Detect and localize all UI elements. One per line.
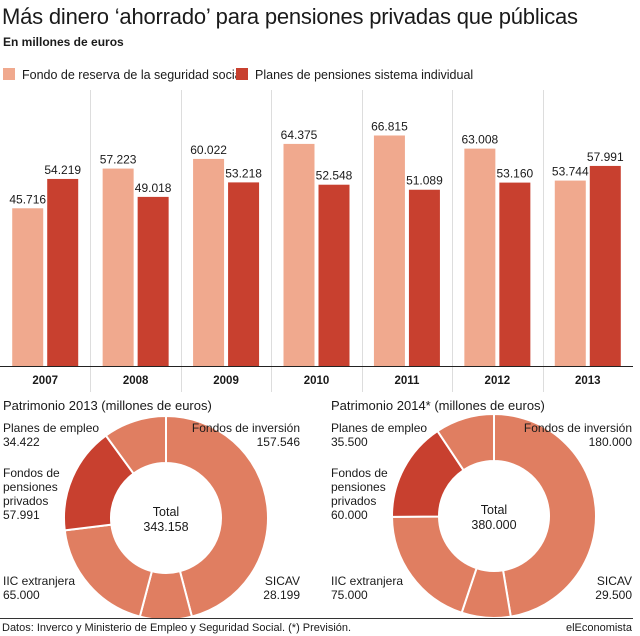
label-2014-fondos-pensiones: Fondos de pensiones privados 60.000 xyxy=(331,466,388,522)
slice-2014-fondos-de-inversi-n xyxy=(493,412,597,618)
donut-2014-total-label: Total xyxy=(481,503,507,517)
bar-fondo-reserva-2009 xyxy=(193,158,225,366)
label-2014-planes-empleo-value: 35.500 xyxy=(331,435,368,449)
label-2013-sicav-value: 28.199 xyxy=(263,588,300,602)
label-2013-fondos-inversion-value: 157.546 xyxy=(256,435,300,449)
x-tick-label-2010: 2010 xyxy=(304,375,330,387)
label-2014-sicav: SICAV 29.500 xyxy=(530,574,632,602)
bar-planes-pensiones-2012 xyxy=(499,182,531,366)
x-tick-label-2009: 2009 xyxy=(213,375,239,387)
data-label-fondo-reserva-2007: 45.716 xyxy=(9,192,46,206)
data-label-fondo-reserva-2011: 66.815 xyxy=(371,119,408,133)
donut-2013-title: Patrimonio 2013 (millones de euros) xyxy=(3,398,212,413)
data-label-fondo-reserva-2013: 53.744 xyxy=(552,165,589,179)
label-2013-sicav: SICAV 28.199 xyxy=(200,574,300,602)
label-2014-fp-l2: pensiones xyxy=(331,480,386,494)
slice-2014-iic-extranjera xyxy=(390,515,478,615)
data-label-planes-pensiones-2009: 53.218 xyxy=(225,166,262,180)
label-2014-fondos-inversion-name: Fondos de inversión xyxy=(523,421,632,435)
label-2013-fondos-inversion-name: Fondos de inversión xyxy=(191,421,300,435)
label-2014-iic: IIC extranjera 75.000 xyxy=(331,574,403,602)
data-label-planes-pensiones-2010: 52.548 xyxy=(316,169,353,183)
label-2014-fp-l3: privados xyxy=(331,494,377,508)
label-2013-iic-name: IIC extranjera xyxy=(3,574,76,588)
label-2013-fp-l2: pensiones xyxy=(3,480,58,494)
label-2014-sicav-name: SICAV xyxy=(596,574,632,588)
label-2013-planes-empleo-value: 34.422 xyxy=(3,435,40,449)
label-2014-sicav-value: 29.500 xyxy=(595,588,632,602)
x-tick-label-2013: 2013 xyxy=(575,375,601,387)
bar-planes-pensiones-2010 xyxy=(318,184,350,366)
x-tick-label-2012: 2012 xyxy=(485,375,511,387)
label-2013-planes-empleo: Planes de empleo 34.422 xyxy=(3,421,99,449)
data-label-planes-pensiones-2008: 49.018 xyxy=(135,181,172,195)
donut-2013-total-value: 343.158 xyxy=(143,520,188,534)
bar-fondo-reserva-2007 xyxy=(12,208,44,366)
bar-fondo-reserva-2008 xyxy=(102,168,134,366)
page-title: Más dinero ‘ahorrado’ para pensiones pri… xyxy=(2,4,578,29)
slice-2013-fondos-de-inversi-n xyxy=(165,414,269,618)
page-subtitle: En millones de euros xyxy=(3,35,124,49)
bar-fondo-reserva-2012 xyxy=(464,148,496,366)
x-tick-label-2011: 2011 xyxy=(394,375,420,387)
legend-item-fondo-reserva: Fondo de reserva de la seguridad social xyxy=(3,68,244,82)
label-2013-fp-l3: privados xyxy=(3,494,49,508)
data-label-fondo-reserva-2010: 64.375 xyxy=(281,128,318,142)
label-2014-planes-empleo: Planes de empleo 35.500 xyxy=(331,421,427,449)
data-label-planes-pensiones-2007: 54.219 xyxy=(44,163,81,177)
label-2013-fp-l1: Fondos de xyxy=(3,466,60,480)
label-2013-sicav-name: SICAV xyxy=(264,574,300,588)
bar-planes-pensiones-2008 xyxy=(137,196,169,366)
legend-swatch-planes-pensiones xyxy=(236,68,248,80)
data-label-planes-pensiones-2012: 53.160 xyxy=(497,167,534,181)
legend-item-planes-pensiones: Planes de pensiones sistema individual xyxy=(236,68,473,82)
footer-rule xyxy=(0,618,633,619)
donut-2014-title: Patrimonio 2014* (millones de euros) xyxy=(331,398,545,413)
data-label-fondo-reserva-2012: 63.008 xyxy=(462,133,499,147)
label-2014-iic-name: IIC extranjera xyxy=(331,574,404,588)
label-2014-fp-l1: Fondos de xyxy=(331,466,388,480)
legend-label-planes-pensiones: Planes de pensiones sistema individual xyxy=(255,68,474,82)
data-label-fondo-reserva-2008: 57.223 xyxy=(100,153,137,167)
label-2013-fondos-inversion: Fondos de inversión 157.546 xyxy=(180,421,300,449)
x-tick-label-2008: 2008 xyxy=(123,375,149,387)
bar-chart: 45.716 54.219 2007 57.223 49.018 2008 60.022 53… xyxy=(0,90,633,392)
label-2013-fondos-pensiones: Fondos de pensiones privados 57.991 xyxy=(3,466,60,522)
donut-2014-total-value: 380.000 xyxy=(471,518,516,532)
legend-label-fondo-reserva: Fondo de reserva de la seguridad social xyxy=(22,68,245,82)
data-label-fondo-reserva-2009: 60.022 xyxy=(190,143,227,157)
label-2013-fp-value: 57.991 xyxy=(3,508,40,522)
bar-planes-pensiones-2013 xyxy=(589,165,621,366)
data-label-planes-pensiones-2013: 57.991 xyxy=(587,150,624,164)
label-2014-fondos-inversion-value: 180.000 xyxy=(588,435,632,449)
legend-swatch-fondo-reserva xyxy=(3,68,15,80)
bar-fondo-reserva-2011 xyxy=(373,135,405,366)
bar-fondo-reserva-2013 xyxy=(554,180,586,366)
label-2013-planes-empleo-name: Planes de empleo xyxy=(3,421,100,435)
bar-planes-pensiones-2007 xyxy=(47,178,79,366)
label-2014-iic-value: 75.000 xyxy=(331,588,368,602)
data-label-planes-pensiones-2011: 51.089 xyxy=(406,174,443,188)
source-note: Datos: Inverco y Ministerio de Empleo y … xyxy=(2,622,352,634)
bar-planes-pensiones-2009 xyxy=(228,182,260,366)
bar-fondo-reserva-2010 xyxy=(283,143,315,366)
x-tick-label-2007: 2007 xyxy=(32,375,58,387)
bar-planes-pensiones-2011 xyxy=(408,189,440,366)
slice-2013-planes-de-empleo xyxy=(104,414,167,475)
label-2014-fp-value: 60.000 xyxy=(331,508,368,522)
slice-2014-planes-de-empleo xyxy=(436,412,495,472)
label-2014-fondos-inversion: Fondos de inversión 180.000 xyxy=(508,421,632,449)
donut-2013-total-label: Total xyxy=(153,505,179,519)
label-2014-planes-empleo-name: Planes de empleo xyxy=(331,421,428,435)
label-2013-iic-value: 65.000 xyxy=(3,588,40,602)
label-2013-iic: IIC extranjera 65.000 xyxy=(3,574,75,602)
brand-name: elEconomista xyxy=(565,622,632,634)
